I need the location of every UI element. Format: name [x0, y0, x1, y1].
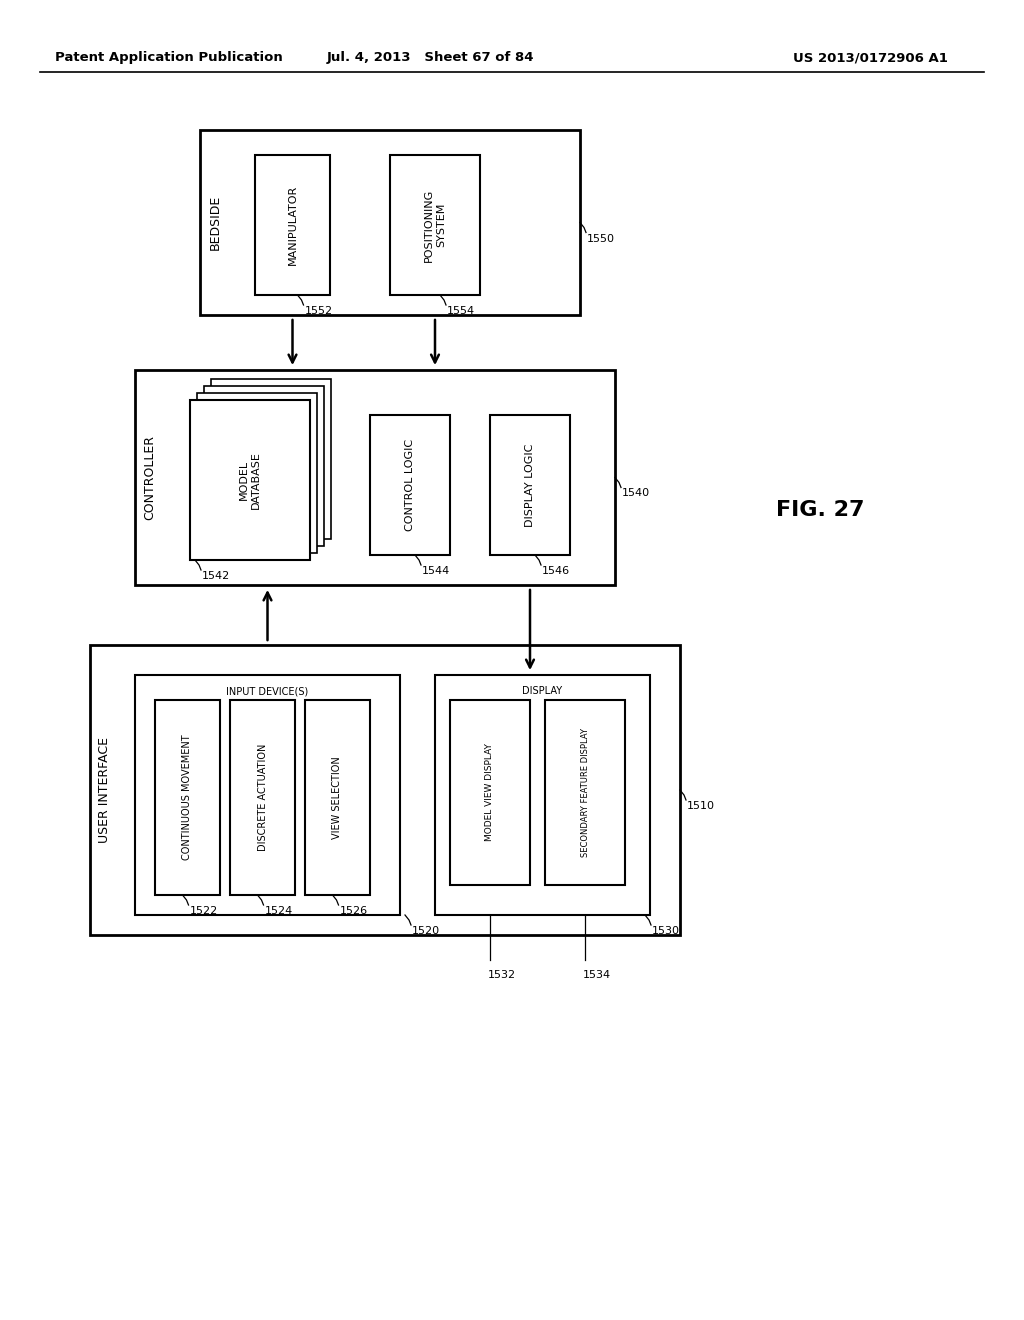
- Text: SECONDARY FEATURE DISPLAY: SECONDARY FEATURE DISPLAY: [581, 729, 590, 857]
- Text: 1532: 1532: [488, 970, 516, 979]
- Text: 1552: 1552: [304, 306, 333, 315]
- Text: DISPLAY: DISPLAY: [522, 686, 562, 696]
- Text: 1542: 1542: [202, 572, 230, 581]
- Text: POSITIONING
SYSTEM: POSITIONING SYSTEM: [424, 189, 445, 261]
- Bar: [135, 675, 400, 915]
- Bar: [450, 700, 530, 884]
- Bar: [190, 400, 310, 560]
- Bar: [255, 154, 330, 294]
- Bar: [435, 675, 650, 915]
- Text: DISCRETE ACTUATION: DISCRETE ACTUATION: [257, 743, 267, 851]
- Text: CONTINUOUS MOVEMENT: CONTINUOUS MOVEMENT: [182, 735, 193, 861]
- Text: Patent Application Publication: Patent Application Publication: [55, 51, 283, 65]
- Text: USER INTERFACE: USER INTERFACE: [98, 737, 112, 843]
- Bar: [197, 393, 317, 553]
- Bar: [305, 700, 370, 895]
- Text: FIG. 27: FIG. 27: [776, 500, 864, 520]
- Text: BEDSIDE: BEDSIDE: [209, 195, 221, 249]
- Text: INPUT DEVICE(S): INPUT DEVICE(S): [226, 686, 308, 696]
- Bar: [490, 414, 570, 554]
- Text: Jul. 4, 2013   Sheet 67 of 84: Jul. 4, 2013 Sheet 67 of 84: [327, 51, 534, 65]
- Text: 1520: 1520: [412, 927, 440, 936]
- Bar: [211, 379, 331, 539]
- Bar: [230, 700, 295, 895]
- Text: 1522: 1522: [189, 906, 218, 916]
- Bar: [135, 370, 615, 585]
- Text: CONTROL LOGIC: CONTROL LOGIC: [406, 440, 415, 531]
- Text: 1534: 1534: [583, 970, 611, 979]
- Text: 1544: 1544: [422, 566, 451, 576]
- Text: 1510: 1510: [687, 801, 715, 810]
- Text: 1540: 1540: [622, 488, 650, 499]
- Bar: [545, 700, 625, 884]
- Text: 1530: 1530: [652, 927, 680, 936]
- Bar: [200, 129, 580, 315]
- Bar: [390, 154, 480, 294]
- Bar: [204, 385, 324, 546]
- Bar: [370, 414, 450, 554]
- Text: 1546: 1546: [542, 566, 570, 576]
- Bar: [155, 700, 220, 895]
- Text: DISPLAY LOGIC: DISPLAY LOGIC: [525, 444, 535, 527]
- Text: 1550: 1550: [587, 234, 615, 243]
- Text: VIEW SELECTION: VIEW SELECTION: [333, 756, 342, 840]
- Text: US 2013/0172906 A1: US 2013/0172906 A1: [793, 51, 947, 65]
- Text: CONTROLLER: CONTROLLER: [143, 436, 157, 520]
- Bar: [90, 645, 680, 935]
- Text: 1524: 1524: [264, 906, 293, 916]
- Text: 1526: 1526: [340, 906, 368, 916]
- Text: 1554: 1554: [447, 306, 475, 315]
- Text: MANIPULATOR: MANIPULATOR: [288, 185, 298, 265]
- Text: MODEL VIEW DISPLAY: MODEL VIEW DISPLAY: [485, 743, 495, 841]
- Text: MODEL
DATABASE: MODEL DATABASE: [240, 451, 261, 510]
